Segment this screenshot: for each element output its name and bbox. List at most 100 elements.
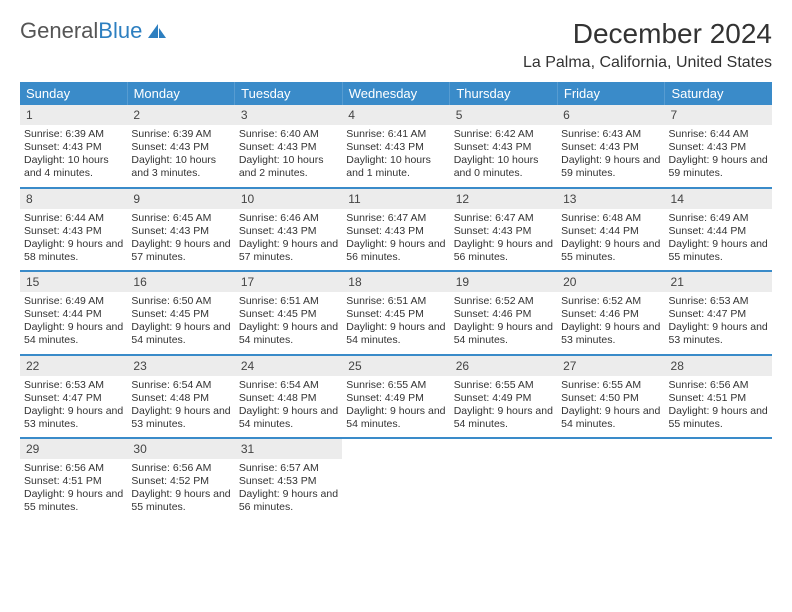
- sunset-text: Sunset: 4:44 PM: [24, 308, 123, 321]
- sunrise-text: Sunrise: 6:56 AM: [131, 462, 230, 475]
- day-details: Sunrise: 6:56 AMSunset: 4:51 PMDaylight:…: [20, 459, 127, 521]
- day-number: 4: [342, 105, 449, 125]
- daylight-text: Daylight: 9 hours and 57 minutes.: [239, 238, 338, 264]
- sunset-text: Sunset: 4:43 PM: [454, 225, 553, 238]
- day-header: Thursday: [450, 82, 558, 105]
- day-details: Sunrise: 6:41 AMSunset: 4:43 PMDaylight:…: [342, 125, 449, 187]
- day-cell: 29Sunrise: 6:56 AMSunset: 4:51 PMDayligh…: [20, 439, 127, 521]
- calendar-grid: SundayMondayTuesdayWednesdayThursdayFrid…: [20, 82, 772, 521]
- sunset-text: Sunset: 4:44 PM: [669, 225, 768, 238]
- sunrise-text: Sunrise: 6:56 AM: [669, 379, 768, 392]
- day-number: 8: [20, 189, 127, 209]
- day-number: 7: [665, 105, 772, 125]
- day-cell: 30Sunrise: 6:56 AMSunset: 4:52 PMDayligh…: [127, 439, 234, 521]
- logo-text-1: General: [20, 18, 98, 44]
- sunset-text: Sunset: 4:43 PM: [24, 141, 123, 154]
- day-number: 12: [450, 189, 557, 209]
- day-cell: 19Sunrise: 6:52 AMSunset: 4:46 PMDayligh…: [450, 272, 557, 354]
- sunset-text: Sunset: 4:50 PM: [561, 392, 660, 405]
- sunrise-text: Sunrise: 6:46 AM: [239, 212, 338, 225]
- sunset-text: Sunset: 4:45 PM: [131, 308, 230, 321]
- day-number: 1: [20, 105, 127, 125]
- day-details: Sunrise: 6:57 AMSunset: 4:53 PMDaylight:…: [235, 459, 342, 521]
- daylight-text: Daylight: 9 hours and 53 minutes.: [24, 405, 123, 431]
- day-number: 5: [450, 105, 557, 125]
- daylight-text: Daylight: 10 hours and 3 minutes.: [131, 154, 230, 180]
- day-cell: 9Sunrise: 6:45 AMSunset: 4:43 PMDaylight…: [127, 189, 234, 271]
- calendar-week: 29Sunrise: 6:56 AMSunset: 4:51 PMDayligh…: [20, 437, 772, 521]
- sunrise-text: Sunrise: 6:41 AM: [346, 128, 445, 141]
- sunrise-text: Sunrise: 6:57 AM: [239, 462, 338, 475]
- day-details: Sunrise: 6:47 AMSunset: 4:43 PMDaylight:…: [342, 209, 449, 271]
- day-details: Sunrise: 6:56 AMSunset: 4:51 PMDaylight:…: [665, 376, 772, 438]
- day-cell: 16Sunrise: 6:50 AMSunset: 4:45 PMDayligh…: [127, 272, 234, 354]
- day-details: Sunrise: 6:51 AMSunset: 4:45 PMDaylight:…: [235, 292, 342, 354]
- day-number: 29: [20, 439, 127, 459]
- day-cell: 6Sunrise: 6:43 AMSunset: 4:43 PMDaylight…: [557, 105, 664, 187]
- day-cell: 10Sunrise: 6:46 AMSunset: 4:43 PMDayligh…: [235, 189, 342, 271]
- empty-cell: [342, 439, 449, 521]
- daylight-text: Daylight: 9 hours and 55 minutes.: [561, 238, 660, 264]
- day-cell: 13Sunrise: 6:48 AMSunset: 4:44 PMDayligh…: [557, 189, 664, 271]
- daylight-text: Daylight: 9 hours and 56 minutes.: [454, 238, 553, 264]
- sunset-text: Sunset: 4:43 PM: [239, 141, 338, 154]
- sunset-text: Sunset: 4:47 PM: [669, 308, 768, 321]
- sunrise-text: Sunrise: 6:44 AM: [24, 212, 123, 225]
- day-header: Tuesday: [235, 82, 343, 105]
- day-cell: 25Sunrise: 6:55 AMSunset: 4:49 PMDayligh…: [342, 356, 449, 438]
- day-cell: 4Sunrise: 6:41 AMSunset: 4:43 PMDaylight…: [342, 105, 449, 187]
- sunrise-text: Sunrise: 6:44 AM: [669, 128, 768, 141]
- calendar-week: 22Sunrise: 6:53 AMSunset: 4:47 PMDayligh…: [20, 354, 772, 438]
- daylight-text: Daylight: 9 hours and 54 minutes.: [454, 405, 553, 431]
- day-details: Sunrise: 6:48 AMSunset: 4:44 PMDaylight:…: [557, 209, 664, 271]
- sunrise-text: Sunrise: 6:54 AM: [131, 379, 230, 392]
- day-number: 30: [127, 439, 234, 459]
- daylight-text: Daylight: 9 hours and 59 minutes.: [669, 154, 768, 180]
- sunset-text: Sunset: 4:45 PM: [239, 308, 338, 321]
- day-number: 16: [127, 272, 234, 292]
- sunset-text: Sunset: 4:45 PM: [346, 308, 445, 321]
- day-number: 31: [235, 439, 342, 459]
- day-details: Sunrise: 6:50 AMSunset: 4:45 PMDaylight:…: [127, 292, 234, 354]
- page-header: GeneralBlue December 2024 La Palma, Cali…: [20, 18, 772, 72]
- daylight-text: Daylight: 10 hours and 4 minutes.: [24, 154, 123, 180]
- day-number: 21: [665, 272, 772, 292]
- day-cell: 28Sunrise: 6:56 AMSunset: 4:51 PMDayligh…: [665, 356, 772, 438]
- day-cell: 17Sunrise: 6:51 AMSunset: 4:45 PMDayligh…: [235, 272, 342, 354]
- day-number: 2: [127, 105, 234, 125]
- day-number: 20: [557, 272, 664, 292]
- daylight-text: Daylight: 10 hours and 0 minutes.: [454, 154, 553, 180]
- daylight-text: Daylight: 9 hours and 54 minutes.: [346, 405, 445, 431]
- daylight-text: Daylight: 9 hours and 54 minutes.: [346, 321, 445, 347]
- sunset-text: Sunset: 4:43 PM: [24, 225, 123, 238]
- location-text: La Palma, California, United States: [523, 54, 772, 72]
- logo-text-2: Blue: [98, 18, 142, 44]
- sunrise-text: Sunrise: 6:42 AM: [454, 128, 553, 141]
- day-details: Sunrise: 6:44 AMSunset: 4:43 PMDaylight:…: [665, 125, 772, 187]
- sunrise-text: Sunrise: 6:53 AM: [669, 295, 768, 308]
- sunset-text: Sunset: 4:43 PM: [346, 141, 445, 154]
- day-details: Sunrise: 6:49 AMSunset: 4:44 PMDaylight:…: [20, 292, 127, 354]
- sunrise-text: Sunrise: 6:48 AM: [561, 212, 660, 225]
- sunrise-text: Sunrise: 6:47 AM: [454, 212, 553, 225]
- day-details: Sunrise: 6:45 AMSunset: 4:43 PMDaylight:…: [127, 209, 234, 271]
- day-details: Sunrise: 6:39 AMSunset: 4:43 PMDaylight:…: [127, 125, 234, 187]
- day-cell: 22Sunrise: 6:53 AMSunset: 4:47 PMDayligh…: [20, 356, 127, 438]
- sunset-text: Sunset: 4:43 PM: [561, 141, 660, 154]
- day-number: 24: [235, 356, 342, 376]
- day-number: 28: [665, 356, 772, 376]
- sunset-text: Sunset: 4:43 PM: [131, 141, 230, 154]
- day-cell: 12 Sunrise: 6:47 AMSunset: 4:43 PMDayligh…: [450, 189, 557, 271]
- day-number: 14: [665, 189, 772, 209]
- daylight-text: Daylight: 9 hours and 55 minutes.: [669, 238, 768, 264]
- day-number: 3: [235, 105, 342, 125]
- day-details: Sunrise: 6:54 AMSunset: 4:48 PMDaylight:…: [127, 376, 234, 438]
- day-number: 18: [342, 272, 449, 292]
- day-details: Sunrise: 6:55 AMSunset: 4:49 PMDaylight:…: [342, 376, 449, 438]
- sunset-text: Sunset: 4:43 PM: [131, 225, 230, 238]
- day-cell: 11Sunrise: 6:47 AMSunset: 4:43 PMDayligh…: [342, 189, 449, 271]
- month-title: December 2024: [523, 18, 772, 50]
- logo-sail-icon: [146, 22, 168, 40]
- sunrise-text: Sunrise: 6:53 AM: [24, 379, 123, 392]
- day-number: 27: [557, 356, 664, 376]
